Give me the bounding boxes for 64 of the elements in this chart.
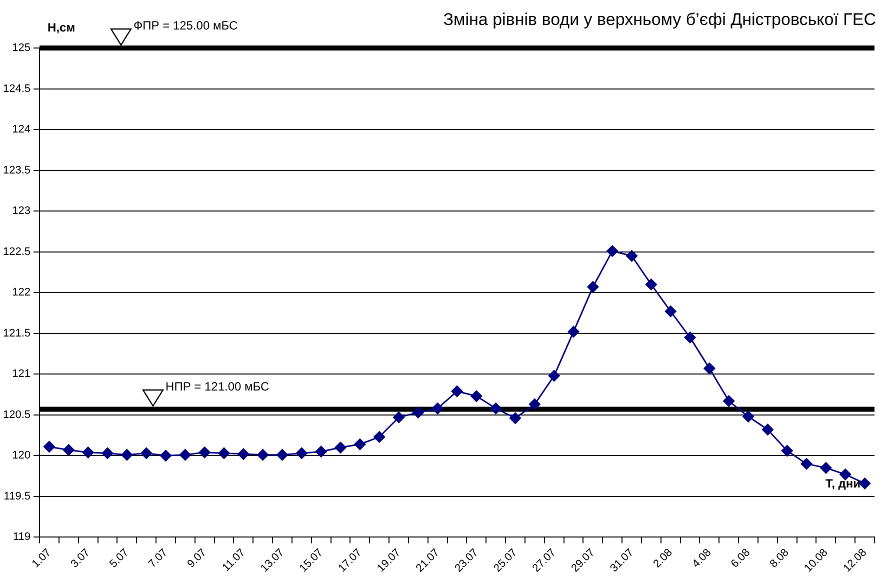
point: [568, 326, 580, 338]
x-axis-title: Т, дни: [825, 476, 860, 491]
point: [412, 406, 424, 418]
point: [198, 446, 210, 458]
point: [840, 468, 852, 480]
point: [296, 447, 308, 459]
point: [102, 447, 114, 459]
point: [276, 449, 288, 461]
y-tick-label: 124: [12, 124, 31, 136]
point: [490, 402, 502, 414]
point: [626, 250, 638, 262]
point: [781, 445, 793, 457]
point: [859, 478, 871, 490]
point: [548, 370, 560, 382]
y-tick-label: 121: [12, 368, 31, 380]
point: [723, 395, 735, 407]
point: [645, 278, 657, 290]
y-tick-label: 123: [12, 205, 31, 218]
point: [62, 444, 74, 456]
y-tick-label: 120: [12, 450, 31, 462]
point: [257, 449, 269, 461]
x-tick-label: 6.08: [728, 546, 753, 570]
y-tick-label: 124.5: [2, 82, 31, 95]
point: [218, 447, 230, 459]
point: [742, 410, 754, 422]
point: [528, 398, 540, 410]
point: [121, 449, 133, 461]
point: [510, 412, 522, 424]
y-axis-title: Н,см: [48, 20, 76, 34]
annotation: НПР = 121.00 мБС: [166, 380, 270, 394]
ref-line-label: ФПР = 125.00 мБС: [134, 18, 238, 32]
point: [704, 362, 716, 374]
point: [179, 449, 191, 461]
y-tick-label: 119: [12, 531, 31, 544]
point: [82, 446, 94, 458]
point: [684, 332, 696, 344]
point: [432, 402, 444, 414]
y-tick-label: 122.5: [2, 246, 31, 258]
y-tick-label: 121.5: [2, 327, 31, 340]
point: [451, 386, 463, 398]
point: [160, 450, 172, 462]
point: [606, 245, 618, 257]
chart-title: Зміна рівнів води у верхньому б’єфі Дністровської ГЕС: [443, 10, 876, 30]
y-tick-label: 122: [12, 286, 31, 299]
point: [354, 438, 366, 450]
point: [587, 281, 599, 293]
point: [393, 412, 405, 424]
y-tick-label: 119.5: [4, 490, 31, 502]
point: [238, 448, 250, 460]
point: [800, 458, 812, 470]
point: [820, 462, 832, 474]
y-tick-label: 125: [12, 42, 31, 54]
point: [334, 442, 346, 454]
y-tick-label: 120.5: [2, 408, 31, 421]
point: [762, 424, 774, 436]
point: [140, 447, 152, 459]
point: [470, 390, 482, 402]
point: [43, 440, 55, 452]
point: [374, 431, 386, 443]
y-tick-label: 123.5: [2, 164, 31, 176]
x-tick-label: 8.08: [768, 546, 792, 570]
point: [664, 306, 676, 318]
point: [315, 446, 327, 458]
x-tick-label: 4.08: [690, 546, 714, 570]
